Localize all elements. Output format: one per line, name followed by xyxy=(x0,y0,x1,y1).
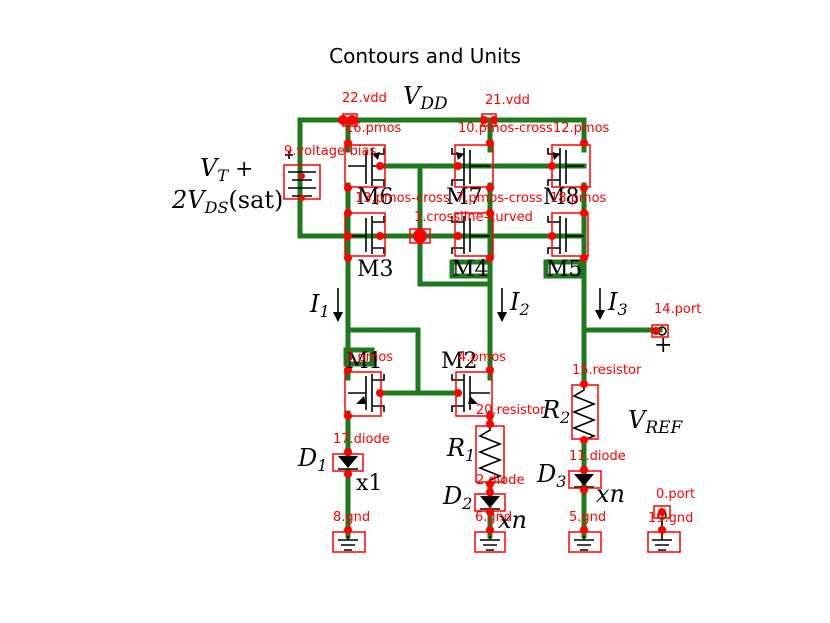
label-m3: M3 xyxy=(357,257,394,282)
label-port-plus: + xyxy=(654,333,672,358)
transistor-m6 xyxy=(348,148,385,186)
ground-icon-5 xyxy=(574,536,594,551)
component-label: 3.pmos xyxy=(345,350,393,365)
component-label: 15.resistor xyxy=(572,363,642,378)
component-label: 6.gnd xyxy=(475,510,512,525)
resistor-r1 xyxy=(477,424,503,484)
component-label: 1.crossline-curved xyxy=(414,210,533,225)
diode-d3 xyxy=(574,474,594,488)
component-label: 0.port xyxy=(656,487,695,502)
current-arrow-i3 xyxy=(595,288,605,320)
transistor-m7 xyxy=(451,148,490,186)
current-arrow-i1 xyxy=(333,288,343,322)
label-m8: M8 xyxy=(543,185,580,210)
label-i3: I3 xyxy=(607,288,628,319)
label-r1: R1 xyxy=(446,434,475,465)
component-label: 5.gnd xyxy=(569,510,606,525)
label-m7: M7 xyxy=(446,185,483,210)
component-labels: 22.vdd 21.vdd 16.pmos 10.pmos-cross 12.p… xyxy=(284,91,701,526)
label-i1: I1 xyxy=(309,290,330,321)
component-label: 12.pmos xyxy=(553,121,610,136)
label-x1: x1 xyxy=(356,471,382,496)
diode-d1 xyxy=(338,456,358,470)
label-m6: M6 xyxy=(357,185,394,210)
component-label: 10.pmos-cross xyxy=(458,121,553,136)
component-label: 7.pmos-cross xyxy=(456,191,543,206)
transistor-m5 xyxy=(547,216,584,254)
label-m4: M4 xyxy=(452,257,489,282)
vds-label: 2VDS(sat) xyxy=(171,186,283,217)
ground-icon-6 xyxy=(480,536,500,551)
component-label: 17.diode xyxy=(333,432,390,447)
component-label: 18.pmos xyxy=(550,191,607,206)
transistor-m4 xyxy=(451,216,490,254)
transistor-m1 xyxy=(348,374,385,412)
label-xn-d2: xn xyxy=(498,506,527,534)
resistor-r2 xyxy=(571,384,597,441)
label-m1: M1 xyxy=(346,349,383,374)
component-label: 14.port xyxy=(654,302,701,317)
component-label: 21.vdd xyxy=(485,93,530,108)
label-m2: M2 xyxy=(441,349,478,374)
component-label: 11.diode xyxy=(569,449,626,464)
component-label: 20.resistor xyxy=(476,403,546,418)
transistor-m8 xyxy=(547,148,584,186)
junction-nodes xyxy=(299,115,666,534)
diode-d2 xyxy=(480,496,500,510)
label-m5: M5 xyxy=(546,257,583,282)
component-label: 4.pmos xyxy=(458,350,506,365)
label-d2: D2 xyxy=(442,482,472,513)
label-d1: D1 xyxy=(297,444,327,475)
battery-icon xyxy=(285,151,316,197)
component-label: 9.voltage-bias xyxy=(284,144,376,159)
vdd-label: VDD xyxy=(403,82,448,114)
ground-icon-8 xyxy=(338,536,358,551)
label-vref: VREF xyxy=(628,406,684,438)
label-r2: R2 xyxy=(541,396,570,427)
label-d3: D3 xyxy=(536,460,566,491)
component-label: 8.gnd xyxy=(333,510,370,525)
label-i2: I2 xyxy=(509,288,530,319)
transistor-m3 xyxy=(348,216,385,254)
diagram-title: Contours and Units xyxy=(329,44,521,68)
component-label: 13.pmos-cross xyxy=(355,191,450,206)
label-xn-d3: xn xyxy=(596,480,625,508)
component-label: 16.pmos xyxy=(345,121,402,136)
vt-label: VT + xyxy=(200,154,253,185)
current-arrow-i2 xyxy=(497,288,507,322)
transistor-m2 xyxy=(451,374,490,412)
component-label: 2.diode xyxy=(476,473,524,488)
component-label: 22.vdd xyxy=(342,91,387,106)
component-label: 19.gnd xyxy=(648,511,693,526)
